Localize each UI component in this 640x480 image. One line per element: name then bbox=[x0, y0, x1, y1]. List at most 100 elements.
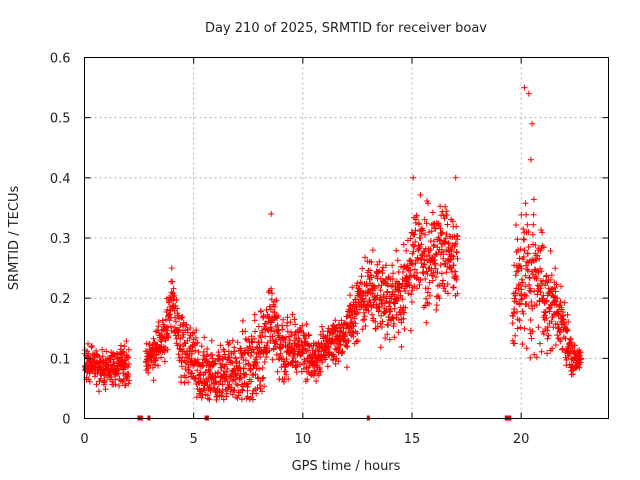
data-point bbox=[562, 335, 569, 342]
data-point bbox=[411, 231, 418, 238]
data-point bbox=[527, 288, 534, 295]
data-point bbox=[275, 313, 282, 319]
data-point bbox=[378, 282, 385, 289]
data-point bbox=[452, 174, 459, 181]
data-point bbox=[89, 343, 95, 349]
data-point bbox=[429, 277, 436, 284]
data-point bbox=[432, 265, 439, 272]
data-point bbox=[234, 339, 241, 346]
data-point bbox=[450, 284, 456, 291]
data-point bbox=[85, 340, 91, 347]
data-point bbox=[514, 325, 521, 332]
data-point bbox=[450, 262, 457, 269]
data-point bbox=[543, 297, 550, 304]
data-point bbox=[315, 372, 322, 379]
data-point bbox=[86, 360, 93, 366]
data-point bbox=[568, 339, 575, 346]
data-point bbox=[406, 273, 413, 280]
data-point bbox=[124, 373, 131, 380]
x-tick-label: 10 bbox=[295, 432, 312, 447]
data-point bbox=[417, 191, 424, 198]
data-point bbox=[410, 248, 417, 255]
data-point bbox=[379, 270, 386, 277]
data-point bbox=[418, 260, 425, 267]
data-point bbox=[524, 250, 531, 257]
data-point bbox=[512, 290, 519, 297]
data-point bbox=[398, 343, 405, 350]
data-point bbox=[522, 272, 529, 279]
data-point bbox=[389, 276, 396, 282]
data-point bbox=[159, 317, 166, 324]
data-point bbox=[359, 265, 366, 272]
data-point bbox=[271, 309, 278, 316]
tick-labels: 0 5 10 15 20 0 0.1 0.2 0.3 0.4 0.5 0.6 bbox=[50, 52, 530, 448]
data-point bbox=[287, 319, 294, 326]
data-point bbox=[395, 329, 402, 336]
data-point bbox=[168, 327, 175, 334]
data-point bbox=[412, 227, 419, 234]
data-point bbox=[542, 298, 549, 305]
data-point bbox=[271, 303, 278, 310]
data-point bbox=[544, 335, 551, 342]
data-point bbox=[383, 262, 390, 269]
data-point bbox=[361, 298, 368, 305]
data-point bbox=[401, 309, 408, 316]
data-point bbox=[204, 346, 211, 352]
data-point bbox=[407, 327, 414, 334]
data-point bbox=[420, 264, 427, 271]
data-point bbox=[324, 363, 331, 370]
data-point bbox=[126, 377, 133, 384]
data-point bbox=[521, 84, 528, 91]
data-point bbox=[145, 369, 152, 376]
data-point bbox=[425, 200, 431, 207]
data-point bbox=[284, 319, 291, 326]
data-point bbox=[378, 312, 385, 319]
data-point bbox=[547, 248, 554, 254]
data-point bbox=[231, 348, 238, 355]
data-point bbox=[183, 321, 190, 328]
data-point bbox=[563, 356, 570, 363]
data-point bbox=[417, 244, 424, 250]
data-point bbox=[269, 356, 276, 363]
data-point bbox=[518, 265, 525, 272]
data-point bbox=[249, 396, 256, 403]
data-point bbox=[531, 351, 538, 358]
data-point bbox=[434, 269, 441, 276]
data-point bbox=[301, 358, 308, 365]
data-point bbox=[530, 221, 537, 228]
data-point bbox=[164, 346, 171, 353]
data-point bbox=[448, 246, 455, 253]
data-point bbox=[164, 306, 171, 313]
data-point bbox=[251, 317, 258, 324]
data-point bbox=[254, 359, 261, 366]
data-point bbox=[511, 306, 518, 313]
data-point bbox=[393, 295, 400, 302]
data-point bbox=[374, 323, 381, 330]
x-tick-label: 0 bbox=[80, 432, 88, 447]
data-point bbox=[203, 378, 210, 385]
data-point bbox=[427, 247, 434, 253]
data-point bbox=[274, 368, 281, 375]
data-point bbox=[548, 318, 555, 325]
data-point bbox=[178, 363, 185, 370]
data-point bbox=[520, 310, 527, 317]
data-point bbox=[558, 283, 564, 290]
data-point bbox=[527, 285, 534, 292]
data-point bbox=[550, 294, 557, 301]
data-point bbox=[283, 371, 290, 378]
y-tick-label: 0 bbox=[62, 413, 70, 428]
data-point bbox=[239, 396, 245, 403]
data-point bbox=[547, 276, 554, 283]
data-point bbox=[522, 283, 529, 290]
data-point bbox=[278, 344, 285, 351]
data-point bbox=[358, 273, 365, 280]
data-point bbox=[449, 218, 456, 225]
data-point bbox=[394, 257, 401, 264]
data-point bbox=[184, 329, 191, 336]
data-point bbox=[152, 328, 159, 335]
data-point bbox=[120, 348, 127, 355]
data-point bbox=[313, 378, 320, 384]
data-point bbox=[299, 350, 306, 357]
data-point bbox=[260, 312, 267, 319]
data-point bbox=[258, 339, 265, 346]
